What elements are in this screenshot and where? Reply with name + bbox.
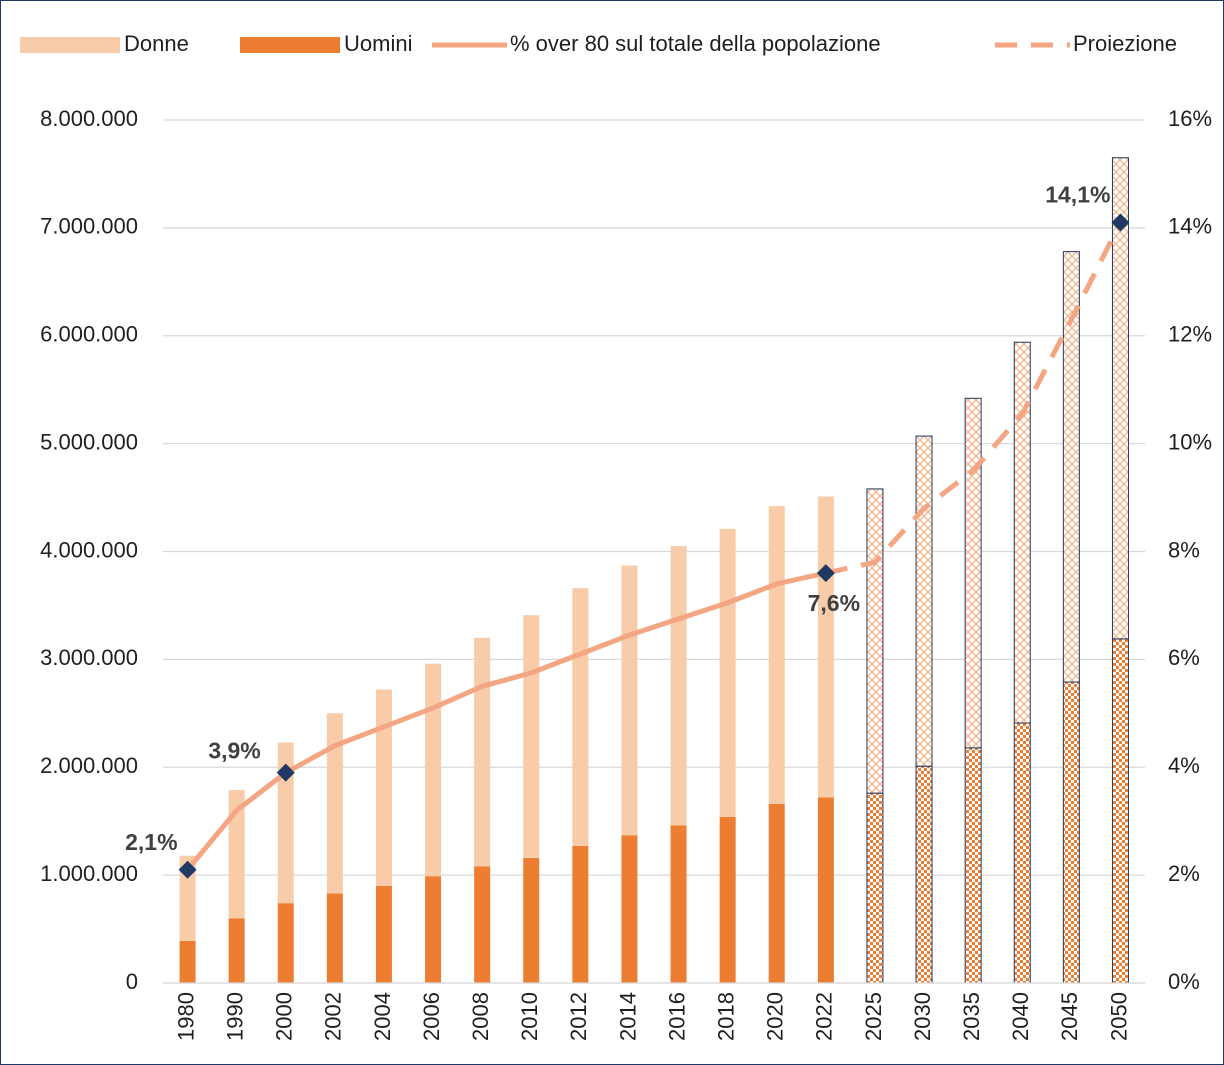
legend-label: % over 80 sul totale della popolazione bbox=[510, 31, 881, 56]
bar bbox=[670, 546, 687, 826]
y-tick-label: 0 bbox=[126, 969, 138, 994]
legend-swatch bbox=[240, 37, 340, 53]
bar bbox=[915, 765, 933, 984]
marker bbox=[1111, 213, 1130, 232]
bar bbox=[866, 792, 884, 984]
x-tick-label: 2025 bbox=[861, 992, 886, 1041]
bar bbox=[228, 789, 245, 919]
y-tick-label: 5.000.000 bbox=[40, 429, 138, 454]
bar bbox=[817, 496, 834, 798]
marker bbox=[816, 564, 835, 583]
x-tick-label: 2000 bbox=[272, 992, 297, 1041]
bar bbox=[523, 857, 540, 983]
y2-tick-label: 6% bbox=[1168, 645, 1200, 670]
y-tick-label: 6.000.000 bbox=[40, 322, 138, 347]
legend-label: Uomini bbox=[344, 31, 412, 56]
line bbox=[825, 221, 1123, 576]
y-tick-label: 3.000.000 bbox=[40, 645, 138, 670]
bar bbox=[375, 885, 392, 983]
bar bbox=[474, 637, 491, 867]
bar bbox=[719, 528, 736, 817]
y-tick-label: 1.000.000 bbox=[40, 861, 138, 886]
bar bbox=[964, 397, 982, 749]
bar bbox=[621, 835, 638, 983]
y-tick-label: 2.000.000 bbox=[40, 753, 138, 778]
bar bbox=[621, 565, 638, 836]
bar bbox=[964, 747, 982, 984]
bar bbox=[228, 918, 245, 983]
bar bbox=[915, 435, 933, 767]
y2-tick-label: 12% bbox=[1168, 322, 1212, 347]
bar bbox=[1062, 251, 1080, 683]
data-label: 7,6% bbox=[808, 590, 860, 616]
y2-tick-label: 10% bbox=[1168, 429, 1212, 454]
bar bbox=[670, 825, 687, 983]
bar bbox=[768, 803, 785, 983]
y2-tick-label: 14% bbox=[1168, 214, 1212, 239]
marker bbox=[178, 860, 197, 879]
bar bbox=[326, 713, 343, 894]
y2-tick-label: 0% bbox=[1168, 969, 1200, 994]
y2-tick-label: 4% bbox=[1168, 753, 1200, 778]
data-label: 14,1% bbox=[1045, 182, 1110, 208]
legend-swatch bbox=[20, 37, 120, 53]
x-tick-label: 2040 bbox=[1008, 992, 1033, 1041]
x-tick-label: 2014 bbox=[615, 992, 640, 1041]
x-tick-label: 2012 bbox=[566, 992, 591, 1041]
bar bbox=[817, 797, 834, 983]
line bbox=[185, 570, 827, 872]
x-tick-label: 2002 bbox=[321, 992, 346, 1041]
x-tick-label: 1980 bbox=[173, 992, 198, 1041]
bar bbox=[277, 903, 294, 983]
y2-tick-label: 16% bbox=[1168, 106, 1212, 131]
bar bbox=[277, 742, 294, 904]
bar bbox=[866, 488, 884, 794]
bar bbox=[572, 845, 589, 983]
x-tick-label: 2050 bbox=[1106, 992, 1131, 1041]
x-tick-label: 2045 bbox=[1057, 992, 1082, 1041]
x-tick-label: 2035 bbox=[959, 992, 984, 1041]
data-label: 2,1% bbox=[125, 829, 177, 855]
bar bbox=[572, 588, 589, 846]
x-tick-label: 2030 bbox=[910, 992, 935, 1041]
legend-label: Donne bbox=[124, 31, 189, 56]
bar bbox=[425, 663, 442, 877]
y-tick-label: 4.000.000 bbox=[40, 537, 138, 562]
bar bbox=[326, 893, 343, 983]
bar bbox=[1013, 722, 1031, 984]
x-tick-label: 2008 bbox=[468, 992, 493, 1041]
bar bbox=[1111, 638, 1129, 984]
bar bbox=[719, 816, 736, 983]
x-tick-label: 2004 bbox=[370, 992, 395, 1041]
x-tick-label: 2010 bbox=[517, 992, 542, 1041]
y2-tick-label: 8% bbox=[1168, 537, 1200, 562]
x-tick-label: 2020 bbox=[763, 992, 788, 1041]
bar bbox=[1111, 157, 1129, 640]
x-tick-label: 2006 bbox=[419, 992, 444, 1041]
bar bbox=[1062, 681, 1080, 984]
bar bbox=[1013, 341, 1031, 724]
x-tick-label: 2022 bbox=[812, 992, 837, 1041]
bar bbox=[474, 866, 491, 983]
x-tick-label: 2016 bbox=[664, 992, 689, 1041]
legend-label: Proiezione bbox=[1073, 31, 1177, 56]
bar bbox=[768, 506, 785, 804]
x-tick-label: 2018 bbox=[713, 992, 738, 1041]
bar bbox=[523, 615, 540, 858]
data-label: 3,9% bbox=[208, 738, 260, 764]
x-tick-label: 1990 bbox=[222, 992, 247, 1041]
y-tick-label: 7.000.000 bbox=[40, 214, 138, 239]
y2-tick-label: 2% bbox=[1168, 861, 1200, 886]
bar bbox=[375, 689, 392, 886]
y-tick-label: 8.000.000 bbox=[40, 106, 138, 131]
bar bbox=[425, 876, 442, 983]
bar bbox=[179, 855, 196, 941]
marker bbox=[276, 763, 295, 782]
bar bbox=[179, 940, 196, 983]
